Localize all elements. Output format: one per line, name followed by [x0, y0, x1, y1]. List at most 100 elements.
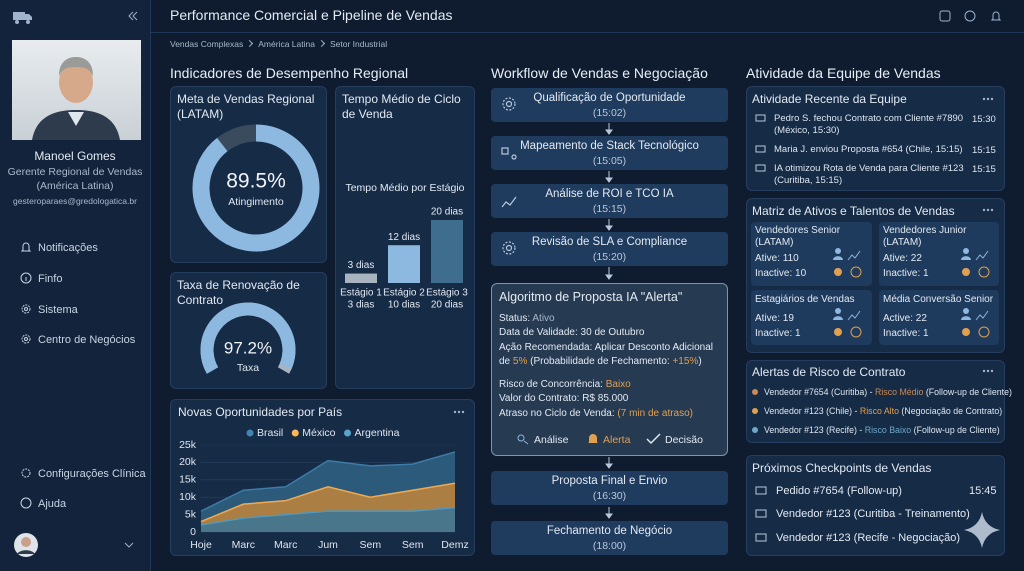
step-label: Proposta Final e Envio: [551, 475, 668, 487]
decoration: [605, 463, 613, 469]
cell-active: Active: 22: [883, 313, 927, 324]
menu-item[interactable]: Notificações: [20, 241, 98, 254]
workflow-step[interactable]: Mapeamento de Stack Tecnológico (15:05): [491, 136, 728, 170]
chart-subtitle: Tempo Médio por Estágio: [345, 182, 465, 194]
cell-active: Ative: 22: [883, 253, 922, 264]
card-title: Alertas de Risco de Contrato: [752, 365, 906, 379]
action-button[interactable]: Decisão: [646, 433, 703, 446]
text: ): [698, 356, 702, 367]
crumb[interactable]: América Latina: [258, 39, 315, 49]
decoration: [605, 225, 613, 231]
label: Status:: [499, 313, 531, 324]
decoration: [25, 14, 32, 20]
action-button[interactable]: Análise: [516, 433, 568, 446]
cell-active: Ative: 19: [755, 313, 794, 324]
avatar[interactable]: [13, 532, 39, 558]
activity-text: IA otimizou Rota de Venda para Cliente #…: [774, 163, 964, 186]
text: (Probabilidade de Fechamento:: [527, 356, 673, 367]
step-label: Revisão de SLA e Compliance: [531, 236, 688, 248]
menu-label: Sistema: [38, 304, 78, 316]
alert-risk: Risco Médio: [875, 387, 924, 397]
header-divider: [151, 32, 1024, 33]
cell-title: Vendedores Senior (LATAM): [755, 225, 841, 248]
decoration: [964, 10, 976, 22]
header-icons[interactable]: [938, 9, 1004, 23]
checkpoint-time: 15:45: [969, 485, 997, 497]
menu-item[interactable]: Configurações Clínica: [20, 467, 146, 480]
cell-title: Vendedores Junior (LATAM): [883, 225, 967, 248]
workflow-step[interactable]: Qualificação de Oportunidade (15:02): [491, 88, 728, 122]
alert-row: Vendedor #123 (Recife) - Risco Baixo (Fo…: [752, 425, 1000, 435]
alert-line: Atraso no Ciclo de Venda: (7 min de atra…: [499, 408, 693, 419]
card-title: Taxa de Renovação de Contrato: [177, 278, 300, 307]
alert-line: Data de Validade: 30 de Outubro: [499, 327, 645, 338]
profile-photo: [12, 40, 141, 140]
help-icon: [20, 497, 32, 509]
crumb[interactable]: Vendas Complexas: [170, 39, 244, 49]
card-title: Atividade Recente da Equipe: [752, 92, 907, 106]
menu-item[interactable]: Ajuda: [20, 497, 66, 510]
alert-line: Risco de Concorrência: Baixo: [499, 379, 631, 390]
user-region: (América Latina): [36, 180, 114, 192]
decoration: [59, 57, 93, 76]
decoration: [20, 242, 32, 252]
gear-icon: [21, 334, 31, 344]
alert-title: Algoritmo de Proposta IA "Alerta": [499, 290, 683, 304]
crumb[interactable]: Setor Industrial: [329, 39, 388, 49]
matrix-cell: Média Conversão Senior Active: 22 Inactive…: [879, 290, 999, 345]
page-title: Performance Comercial e Pipeline de Vend…: [170, 7, 453, 23]
menu-item[interactable]: Sistema: [20, 303, 78, 316]
workflow-step[interactable]: Fechamento de Negócio (18:00): [491, 521, 728, 555]
cell-inactive: Inactive: 1: [883, 328, 929, 339]
kpi-card: [335, 86, 475, 389]
action-button[interactable]: Alerta: [586, 433, 630, 446]
alert-row: Vendedor #7654 (Curitiba) - Risco Médio …: [752, 387, 1012, 397]
decoration: [15, 20, 19, 24]
logo: [13, 12, 32, 24]
decoration: [26, 20, 30, 24]
checkpoints-card: [746, 455, 1005, 556]
user-email: gesteroparaes@gredologatica.br: [13, 196, 137, 206]
step-time: (18:00): [592, 540, 627, 552]
workflow-step[interactable]: Proposta Final e Envio (16:30): [491, 471, 728, 505]
decoration: [24, 337, 28, 341]
collapse-button[interactable]: [127, 10, 139, 22]
alert-dot: [752, 389, 758, 395]
alert-line: Status: Ativo: [499, 313, 555, 324]
menu-label: Finfo: [38, 273, 63, 285]
section-title: Atividade da Equipe de Vendas: [746, 65, 941, 81]
decoration: [13, 12, 25, 20]
cell-title: Estagiários de Vendas: [755, 294, 855, 305]
activity-time: 15:15: [972, 145, 996, 156]
step-time: (15:05): [592, 155, 627, 167]
highlight: +15%: [672, 356, 699, 367]
decoration: [517, 434, 525, 442]
alert-risk: Risco Alto: [859, 406, 899, 416]
menu-item[interactable]: Centro de Negócios: [20, 333, 135, 346]
menu-item[interactable]: Finfo: [20, 272, 62, 285]
decoration: [939, 10, 951, 22]
alerts-card: [746, 360, 1005, 443]
decoration: [605, 177, 613, 183]
matrix-cell: Vendedores Junior (LATAM) Ative: 22 Inacti…: [879, 222, 999, 286]
label: Risco de Concorrência:: [499, 379, 603, 390]
decoration: [24, 307, 28, 311]
decoration: [21, 537, 31, 547]
workflow-step[interactable]: Análise de ROI e TCO IA (15:15): [491, 184, 728, 218]
bell-icon: [20, 242, 32, 252]
cell-title: Média Conversão Senior: [883, 294, 994, 305]
avatar-menu[interactable]: [124, 541, 134, 549]
decoration: [20, 497, 32, 509]
value: Baixo: [605, 379, 631, 390]
decoration: [21, 304, 31, 314]
activity-text: Maria J. enviou Proposta #654 (Chile, 15…: [774, 144, 963, 155]
step-time: (15:20): [592, 251, 627, 263]
decoration: [128, 11, 138, 21]
cell-inactive: Inactive: 10: [755, 268, 807, 279]
decoration: [17, 550, 35, 554]
action-label: Alerta: [603, 434, 631, 446]
workflow-step[interactable]: Revisão de SLA e Compliance (15:20): [491, 232, 728, 266]
alert-line: Ação Recomendada: Aplicar Desconto Adici…: [499, 341, 725, 369]
alert-text: Vendedor #7654 (Curitiba) -: [764, 387, 876, 397]
